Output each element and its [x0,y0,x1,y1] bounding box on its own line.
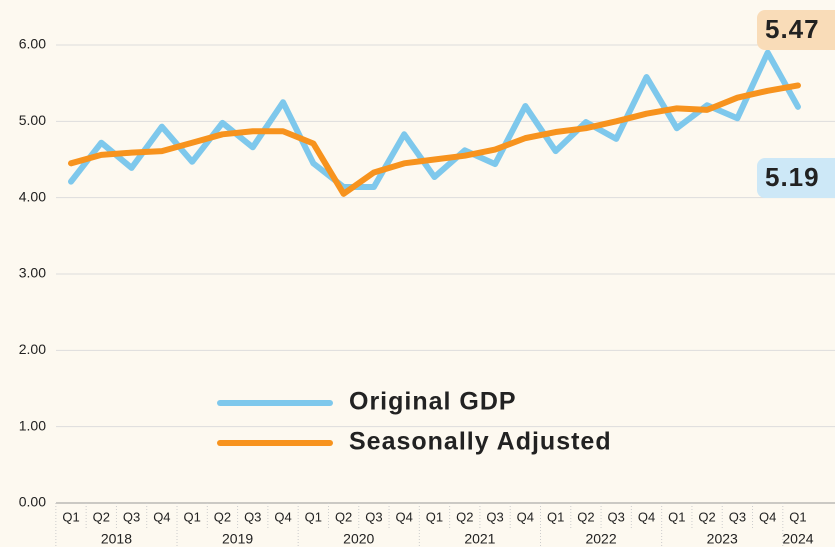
x-tick-label: Q4 [274,509,291,524]
x-group-label: 2019 [222,531,253,547]
series-line [68,49,801,190]
x-tick-label: Q2 [456,509,473,524]
y-tick-label: 5.00 [19,112,46,128]
x-group-label: 2020 [343,531,374,547]
x-tick-label: Q3 [608,509,625,524]
legend-label: Original GDP [349,388,517,416]
x-tick-label: Q4 [153,509,170,524]
y-tick-label: 1.00 [19,417,46,433]
x-tick-label: Q1 [305,509,322,524]
y-tick-label: 6.00 [19,36,46,52]
x-tick-label: Q4 [517,509,534,524]
x-tick-label: Q3 [244,509,261,524]
x-tick-label: Q1 [62,509,79,524]
x-tick-label: Q2 [698,509,715,524]
x-tick-label: Q4 [759,509,776,524]
x-tick-label: Q4 [638,509,655,524]
y-tick-label: 4.00 [19,188,46,204]
value-label: 5.19 [765,162,820,192]
x-tick-label: Q2 [577,509,594,524]
legend-label: Seasonally Adjusted [349,428,612,456]
y-tick-label: 0.00 [19,494,46,510]
x-tick-label: Q3 [365,509,382,524]
value-label-box [757,10,835,50]
x-tick-label: Q1 [183,509,200,524]
x-tick-label: Q2 [214,509,231,524]
x-tick-label: Q2 [335,509,352,524]
x-tick-label: Q1 [789,509,806,524]
y-tick-label: 3.00 [19,265,46,281]
value-label-box [757,158,835,198]
x-group-label: 2024 [782,531,813,547]
x-group-label: 2023 [707,531,738,547]
x-group-label: 2022 [585,531,616,547]
x-tick-label: Q3 [486,509,503,524]
x-tick-label: Q1 [426,509,443,524]
series-line [68,82,801,197]
x-tick-label: Q1 [547,509,564,524]
y-tick-label: 2.00 [19,341,46,357]
x-tick-label: Q3 [123,509,140,524]
x-group-label: 2021 [464,531,495,547]
x-tick-label: Q2 [93,509,110,524]
value-label: 5.47 [765,14,820,44]
x-tick-label: Q4 [396,509,413,524]
x-tick-label: Q1 [668,509,685,524]
x-group-label: 2018 [101,531,132,547]
x-tick-label: Q3 [729,509,746,524]
